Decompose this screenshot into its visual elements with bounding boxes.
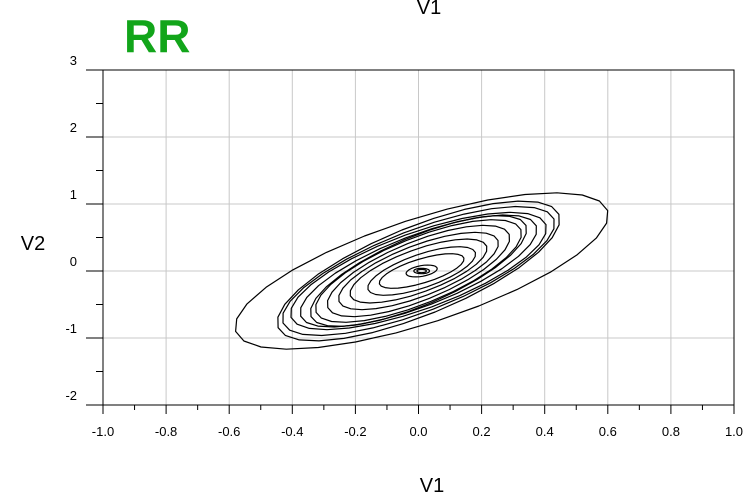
x-axis-title: V1 (420, 475, 444, 497)
x-tick-label: 0.4 (536, 424, 554, 439)
contour-line (413, 267, 431, 275)
y-tick-label: 1 (70, 187, 77, 202)
contour-line (349, 238, 488, 304)
contour-line (235, 192, 609, 350)
contour-lines (235, 192, 609, 350)
x-tick-label: 0.0 (409, 424, 427, 439)
contour-line (315, 219, 522, 323)
y-tick-label: -1 (65, 321, 77, 336)
y-axis-title: V2 (21, 233, 45, 255)
y-tick-label: -2 (65, 388, 77, 403)
x-tick-label: 1.0 (725, 424, 743, 439)
x-tick-label: -0.6 (218, 424, 240, 439)
contour-line (405, 264, 438, 278)
x-tick-label: -0.2 (344, 424, 366, 439)
contour-line (327, 224, 510, 318)
contour-line (338, 231, 499, 311)
logo-text: RR (124, 10, 190, 62)
x-tick-label: -0.4 (281, 424, 303, 439)
contour-line (290, 211, 547, 331)
x-tick-label: 0.6 (599, 424, 617, 439)
top-axis-title: V1 (417, 0, 441, 19)
grid (102, 69, 735, 406)
x-tick-label: -1.0 (92, 424, 114, 439)
contour-line (310, 215, 527, 327)
axis-ticks: -1.0 -0.8 -0.6 -0.4 -0.2 0.0 0.2 0.4 0.6 0.8 1.0 -2… (65, 53, 743, 439)
contour-line (378, 253, 465, 289)
y-tick-label: 3 (70, 53, 77, 68)
contour-line (416, 268, 427, 274)
y-tick-label: 0 (70, 254, 77, 269)
x-tick-label: -0.8 (155, 424, 177, 439)
y-tick-label: 2 (70, 120, 77, 135)
contour-line (277, 200, 560, 342)
contour-line (367, 246, 476, 296)
x-tick-label: 0.8 (662, 424, 680, 439)
x-tick-label: 0.2 (473, 424, 491, 439)
contour-line (282, 205, 555, 337)
